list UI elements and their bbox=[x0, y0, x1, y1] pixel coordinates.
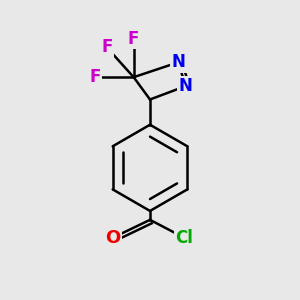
Text: Cl: Cl bbox=[175, 229, 193, 247]
Text: F: F bbox=[128, 29, 139, 47]
Text: F: F bbox=[101, 38, 112, 56]
Text: O: O bbox=[105, 229, 121, 247]
Text: F: F bbox=[89, 68, 101, 86]
Text: N: N bbox=[179, 77, 193, 95]
Text: N: N bbox=[171, 53, 185, 71]
